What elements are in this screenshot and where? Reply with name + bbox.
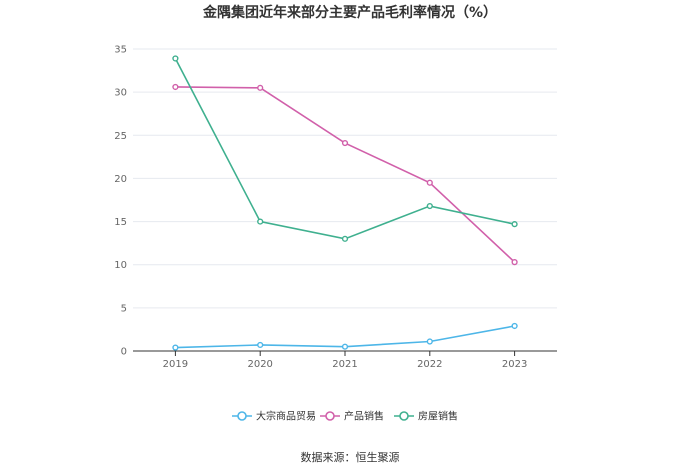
- legend-label: 大宗商品贸易: [256, 410, 316, 423]
- legend-label: 房屋销售: [418, 410, 458, 423]
- series-0: [172, 322, 518, 351]
- data-point[interactable]: [426, 338, 433, 345]
- y-tick-label: 25: [114, 131, 127, 142]
- legend-marker: [399, 411, 409, 421]
- data-point[interactable]: [172, 55, 179, 62]
- data-point[interactable]: [257, 341, 264, 349]
- y-tick-label: 10: [114, 260, 127, 271]
- data-point[interactable]: [426, 179, 433, 186]
- data-point[interactable]: [511, 322, 518, 330]
- x-tick-label: 2019: [163, 359, 188, 370]
- data-point[interactable]: [257, 84, 264, 91]
- legend-item[interactable]: 产品销售: [320, 410, 384, 423]
- x-tick-label: 2020: [247, 359, 272, 370]
- y-tick-label: 15: [114, 217, 127, 228]
- legend: 大宗商品贸易 产品销售 房屋销售: [232, 410, 458, 423]
- data-point[interactable]: [257, 218, 264, 225]
- legend-item[interactable]: 房屋销售: [394, 410, 458, 423]
- data-point[interactable]: [511, 259, 518, 266]
- data-point[interactable]: [172, 344, 179, 351]
- legend-marker: [325, 411, 335, 421]
- axes: 0 5 10 15 20 25 30 35 2019 2020 2021 2022 2023: [114, 45, 557, 370]
- legend-marker: [237, 411, 247, 421]
- y-tick-label: 20: [114, 174, 127, 185]
- data-source: 数据来源：恒生聚源: [301, 450, 400, 464]
- series-2: [172, 55, 518, 242]
- series-line: [174, 58, 515, 240]
- data-point[interactable]: [172, 83, 179, 91]
- x-tick-label: 2021: [332, 359, 357, 370]
- legend-label: 产品销售: [344, 410, 384, 423]
- x-tick-label: 2022: [417, 359, 442, 370]
- y-tick-label: 35: [114, 45, 127, 56]
- data-point[interactable]: [341, 235, 349, 242]
- chart-title: 金隅集团近年来部分主要产品毛利率情况（%）: [202, 4, 497, 21]
- data-point[interactable]: [341, 343, 349, 350]
- y-tick-label: 30: [114, 88, 127, 99]
- legend-item[interactable]: 大宗商品贸易: [232, 410, 316, 423]
- y-tick-label: 0: [121, 347, 127, 358]
- x-tick-label: 2023: [502, 359, 527, 370]
- grid-lines: [133, 48, 557, 309]
- y-tick-label: 5: [121, 303, 127, 314]
- series-layer: [172, 55, 518, 351]
- data-point[interactable]: [511, 221, 518, 228]
- data-point[interactable]: [426, 202, 433, 210]
- data-point[interactable]: [341, 139, 349, 147]
- series-1: [172, 83, 518, 266]
